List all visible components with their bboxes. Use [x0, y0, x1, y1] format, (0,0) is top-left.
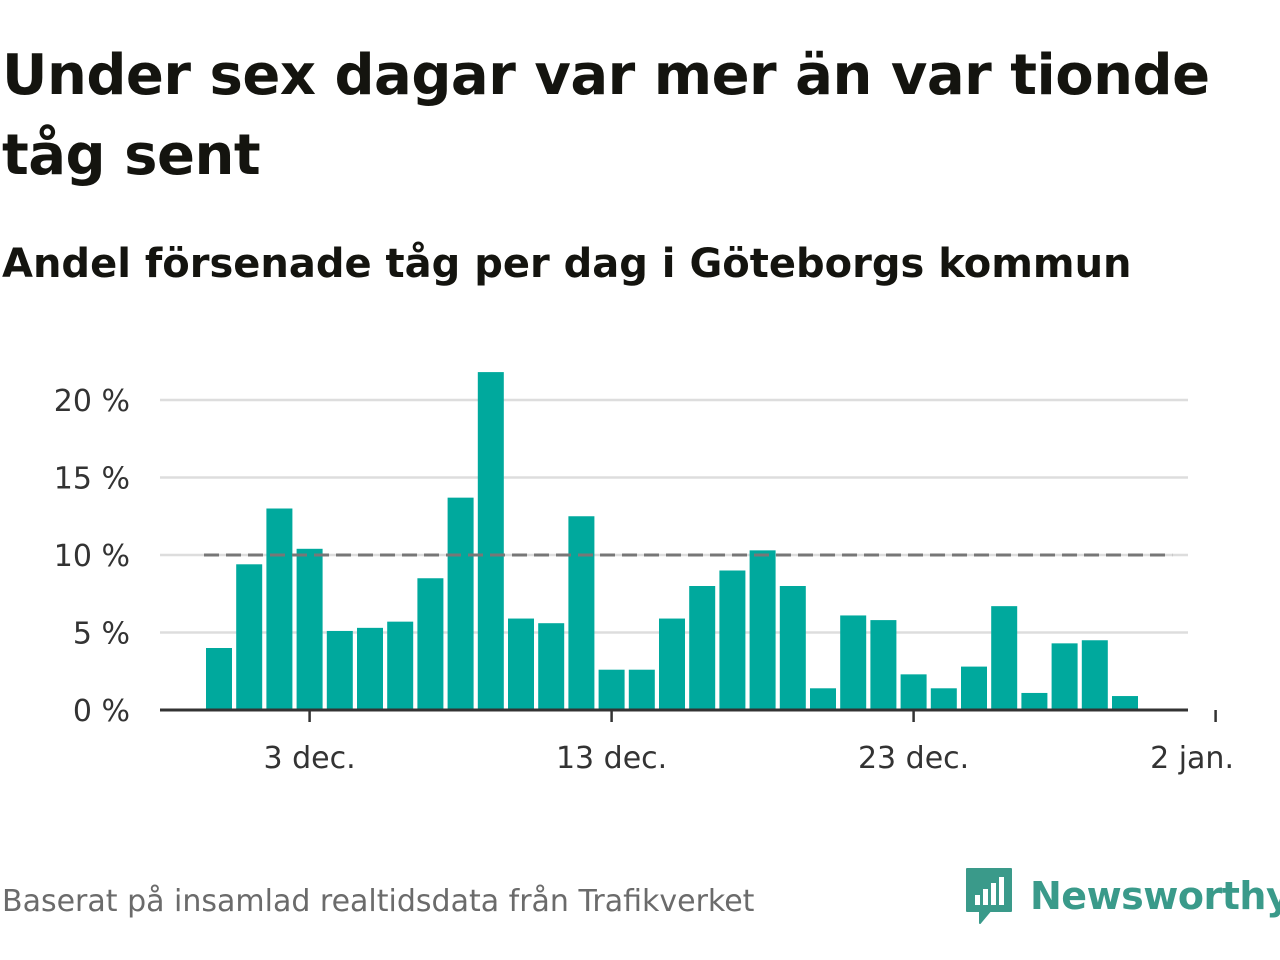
bar [326, 630, 353, 710]
bar [810, 688, 836, 710]
bar [900, 674, 927, 710]
bar [961, 666, 987, 710]
bar [628, 669, 655, 710]
bar [870, 620, 897, 710]
brand-logo: Newsworthy [964, 866, 1280, 926]
brand-name: Newsworthy [1030, 874, 1280, 918]
y-tick-label: 5 % [73, 617, 130, 652]
x-axis-labels: 3 dec. 13 dec. 23 dec. 2 jan. [264, 710, 1234, 776]
bar [206, 648, 232, 710]
bar [659, 618, 685, 710]
bar [779, 586, 806, 710]
y-tick-label: 0 % [73, 694, 130, 729]
bars [206, 372, 1138, 710]
chart-subtitle: Andel försenade tåg per dag i Göteborgs … [2, 241, 1132, 287]
source-note: Baserat på insamlad realtidsdata från Tr… [2, 884, 755, 919]
bar [930, 688, 957, 710]
bar [1081, 640, 1108, 710]
bar [568, 516, 595, 710]
bar [387, 621, 414, 710]
bar [538, 623, 565, 710]
bar [840, 615, 867, 710]
newsworthy-logo-icon [966, 868, 1012, 924]
y-tick-label: 20 % [54, 384, 130, 419]
y-axis-labels: 0 % 5 % 10 % 15 % 20 % [54, 384, 130, 729]
bar-chart: 0 % 5 % 10 % 15 % 20 % 3 dec. 13 dec. 23 dec. 2… [54, 372, 1234, 776]
bar [749, 550, 776, 710]
bar [447, 497, 474, 710]
bar [1051, 643, 1078, 710]
bar [477, 372, 504, 710]
x-tick-label: 13 dec. [556, 741, 667, 776]
bar [236, 564, 263, 710]
chart-title: Under sex dagar var mer än var tionde tå… [2, 43, 1210, 188]
bar [508, 618, 534, 710]
y-tick-label: 15 % [54, 462, 130, 497]
x-tick-label: 3 dec. [264, 741, 356, 776]
bar [296, 548, 323, 710]
bar [357, 627, 383, 710]
bar [266, 508, 293, 710]
y-tick-label: 10 % [54, 539, 130, 574]
bar [417, 578, 444, 710]
x-tick-label: 23 dec. [858, 741, 969, 776]
bar [719, 570, 746, 710]
bar [1021, 692, 1048, 710]
bar [598, 669, 625, 710]
bar [991, 606, 1018, 710]
x-tick-label: 2 jan. [1150, 741, 1234, 776]
bar [689, 586, 716, 710]
bar [1112, 696, 1138, 710]
